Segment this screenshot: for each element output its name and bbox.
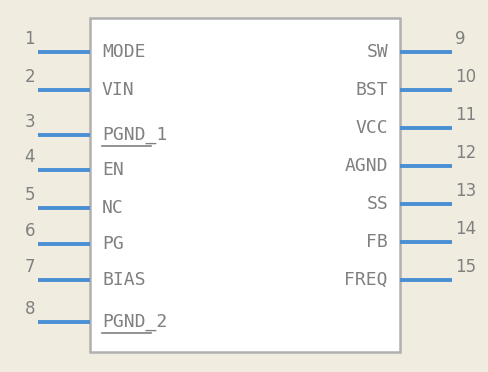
Text: VIN: VIN xyxy=(102,81,135,99)
Text: VCC: VCC xyxy=(355,119,388,137)
Text: 1: 1 xyxy=(24,30,35,48)
Text: 8: 8 xyxy=(24,300,35,318)
Text: 3: 3 xyxy=(24,113,35,131)
Text: BIAS: BIAS xyxy=(102,271,145,289)
Text: 13: 13 xyxy=(455,182,476,200)
Bar xyxy=(90,18,400,352)
Text: FREQ: FREQ xyxy=(345,271,388,289)
Text: 11: 11 xyxy=(455,106,476,124)
Text: 9: 9 xyxy=(455,30,466,48)
Text: NC: NC xyxy=(102,199,124,217)
Text: BST: BST xyxy=(355,81,388,99)
Text: FB: FB xyxy=(366,233,388,251)
Text: PGND_2: PGND_2 xyxy=(102,313,167,331)
Text: PG: PG xyxy=(102,235,124,253)
Text: 14: 14 xyxy=(455,220,476,238)
Text: SS: SS xyxy=(366,195,388,213)
Text: 12: 12 xyxy=(455,144,476,162)
Text: 6: 6 xyxy=(24,222,35,240)
Text: AGND: AGND xyxy=(345,157,388,175)
Text: PGND_1: PGND_1 xyxy=(102,126,167,144)
Text: EN: EN xyxy=(102,161,124,179)
Text: 4: 4 xyxy=(24,148,35,166)
Text: SW: SW xyxy=(366,43,388,61)
Text: 2: 2 xyxy=(24,68,35,86)
Text: 7: 7 xyxy=(24,258,35,276)
Text: MODE: MODE xyxy=(102,43,145,61)
Text: 15: 15 xyxy=(455,258,476,276)
Text: 5: 5 xyxy=(24,186,35,204)
Text: 10: 10 xyxy=(455,68,476,86)
